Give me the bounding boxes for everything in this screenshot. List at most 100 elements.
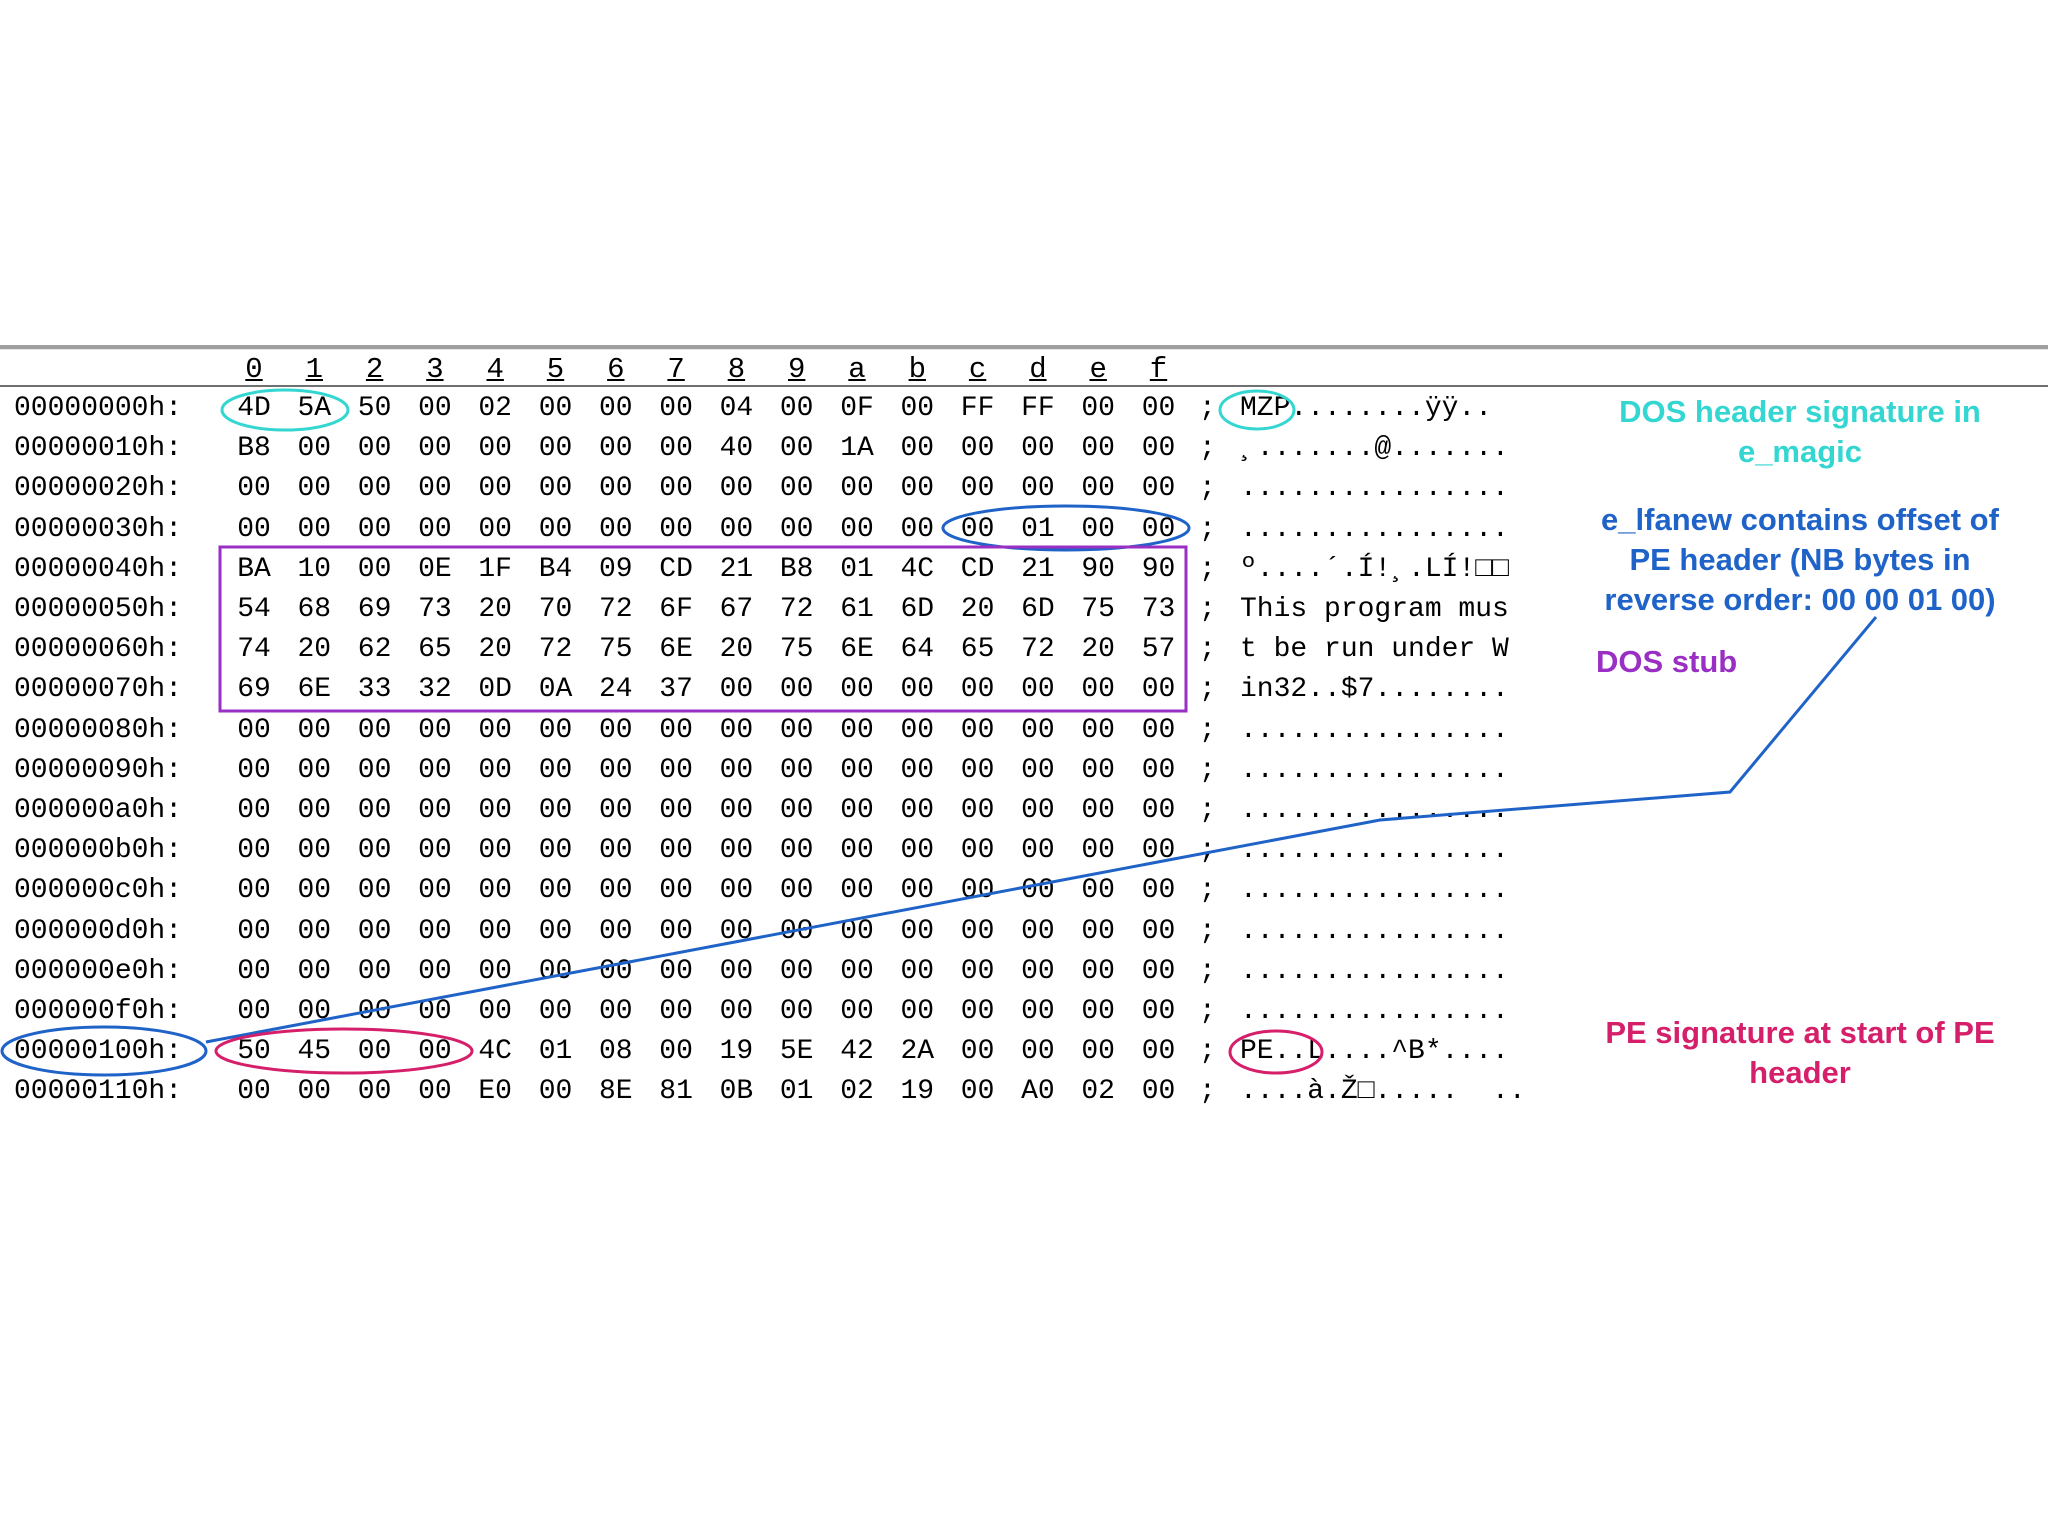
hex-byte[interactable]: 72 <box>779 594 814 625</box>
hex-byte[interactable]: 00 <box>478 996 512 1027</box>
hex-byte[interactable]: 00 <box>659 433 693 465</box>
hex-byte[interactable]: 00 <box>1021 473 1055 505</box>
hex-byte[interactable]: 00 <box>237 754 271 786</box>
hex-byte[interactable]: 21 <box>719 553 754 585</box>
hex-byte[interactable]: 00 <box>418 433 452 465</box>
hex-byte[interactable]: 00 <box>538 754 573 786</box>
hex-byte[interactable]: 00 <box>357 835 392 867</box>
hex-byte[interactable]: 6D <box>900 594 935 625</box>
hex-byte[interactable]: 00 <box>237 955 271 987</box>
hex-byte[interactable]: 00 <box>478 754 512 786</box>
hex-byte[interactable]: 00 <box>598 795 633 826</box>
hex-byte[interactable]: 00 <box>418 1036 452 1068</box>
hex-byte[interactable]: 00 <box>779 754 814 786</box>
hex-byte[interactable]: 00 <box>779 714 814 746</box>
hex-byte[interactable]: 00 <box>1081 433 1115 465</box>
hex-byte[interactable]: 00 <box>900 513 935 545</box>
hex-byte[interactable]: 45 <box>297 1036 332 1068</box>
hex-byte[interactable]: 0F <box>840 393 874 424</box>
hex-byte[interactable]: 00 <box>779 433 814 465</box>
hex-byte[interactable]: B4 <box>538 553 573 585</box>
hex-byte[interactable]: 75 <box>779 634 814 666</box>
ascii-text[interactable]: ................ <box>1240 915 1509 947</box>
hex-byte[interactable]: 00 <box>297 754 332 786</box>
hex-byte[interactable]: 00 <box>900 714 935 746</box>
hex-byte[interactable]: 20 <box>297 634 332 666</box>
hex-byte[interactable]: 00 <box>900 674 935 706</box>
hex-byte[interactable]: 0B <box>719 1076 754 1108</box>
hex-byte[interactable]: 00 <box>418 875 452 907</box>
hex-byte[interactable]: 00 <box>1081 996 1115 1027</box>
ascii-text[interactable]: ¸.......@....... <box>1240 433 1509 465</box>
hex-byte[interactable]: 00 <box>960 714 995 746</box>
hex-byte[interactable]: 09 <box>598 553 633 585</box>
hex-byte[interactable]: 65 <box>960 634 995 666</box>
hex-byte[interactable]: 00 <box>900 955 935 987</box>
ascii-text[interactable]: ................ <box>1240 473 1509 505</box>
hex-byte[interactable]: 00 <box>237 875 271 907</box>
ascii-text[interactable]: PE..L....^B*.... <box>1240 1036 1509 1068</box>
ascii-text[interactable]: ................ <box>1240 513 1509 545</box>
hex-byte[interactable]: 0A <box>538 674 573 706</box>
hex-byte[interactable]: 69 <box>357 594 392 625</box>
hex-byte[interactable]: 0E <box>418 553 452 585</box>
hex-byte[interactable]: 00 <box>1141 674 1176 706</box>
hex-byte[interactable]: 62 <box>357 634 392 666</box>
hex-byte[interactable]: 00 <box>719 875 754 907</box>
hex-byte[interactable]: 00 <box>478 795 512 826</box>
hex-byte[interactable]: 01 <box>1021 513 1055 545</box>
hex-byte[interactable]: 00 <box>779 875 814 907</box>
hex-byte[interactable]: 00 <box>1021 915 1055 947</box>
hex-byte[interactable]: E0 <box>478 1076 512 1108</box>
hex-byte[interactable]: 00 <box>1021 433 1055 465</box>
hex-byte[interactable]: 00 <box>357 433 392 465</box>
hex-byte[interactable]: 00 <box>418 714 452 746</box>
hex-byte[interactable]: 54 <box>237 594 271 625</box>
hex-byte[interactable]: 00 <box>357 1036 392 1068</box>
hex-byte[interactable]: CD <box>960 553 995 585</box>
hex-byte[interactable]: 00 <box>237 473 271 505</box>
ascii-text[interactable]: ................ <box>1240 996 1509 1027</box>
hex-byte[interactable]: 4C <box>478 1036 512 1068</box>
hex-byte[interactable]: 00 <box>1141 955 1176 987</box>
hex-byte[interactable]: 00 <box>598 915 633 947</box>
hex-byte[interactable]: 33 <box>357 674 392 706</box>
hex-byte[interactable]: 00 <box>840 754 874 786</box>
hex-byte[interactable]: 00 <box>1141 795 1176 826</box>
hex-byte[interactable]: 00 <box>357 1076 392 1108</box>
hex-byte[interactable]: 00 <box>659 996 693 1027</box>
hex-byte[interactable]: 00 <box>1141 915 1176 947</box>
hex-byte[interactable]: 0D <box>478 674 512 706</box>
hex-byte[interactable]: 00 <box>598 513 633 545</box>
hex-byte[interactable]: 00 <box>598 433 633 465</box>
hex-byte[interactable]: 10 <box>297 553 332 585</box>
hex-byte[interactable]: 00 <box>418 915 452 947</box>
hex-byte[interactable]: 00 <box>779 955 814 987</box>
hex-byte[interactable]: 00 <box>598 754 633 786</box>
hex-byte[interactable]: 00 <box>840 674 874 706</box>
hex-byte[interactable]: 00 <box>357 553 392 585</box>
hex-byte[interactable]: 00 <box>960 996 995 1027</box>
hex-byte[interactable]: 73 <box>1141 594 1176 625</box>
hex-byte[interactable]: 73 <box>418 594 452 625</box>
hex-byte[interactable]: 00 <box>237 714 271 746</box>
hex-byte[interactable]: 00 <box>960 835 995 867</box>
hex-byte[interactable]: 57 <box>1141 634 1176 666</box>
hex-byte[interactable]: 00 <box>840 473 874 505</box>
hex-byte[interactable]: 00 <box>659 754 693 786</box>
hex-byte[interactable]: 00 <box>719 513 754 545</box>
hex-byte[interactable]: 00 <box>659 835 693 867</box>
hex-byte[interactable]: 1A <box>840 433 874 465</box>
hex-byte[interactable]: 01 <box>779 1076 814 1108</box>
hex-byte[interactable]: 50 <box>237 1036 271 1068</box>
hex-byte[interactable]: B8 <box>779 553 814 585</box>
hex-byte[interactable]: CD <box>659 553 693 585</box>
hex-byte[interactable]: 00 <box>297 1076 332 1108</box>
hex-byte[interactable]: 90 <box>1141 553 1176 585</box>
hex-byte[interactable]: 00 <box>719 473 754 505</box>
hex-byte[interactable]: 00 <box>1081 795 1115 826</box>
hex-byte[interactable]: 00 <box>478 714 512 746</box>
hex-byte[interactable]: 00 <box>418 473 452 505</box>
hex-byte[interactable]: 6F <box>659 594 693 625</box>
hex-byte[interactable]: 00 <box>297 433 332 465</box>
